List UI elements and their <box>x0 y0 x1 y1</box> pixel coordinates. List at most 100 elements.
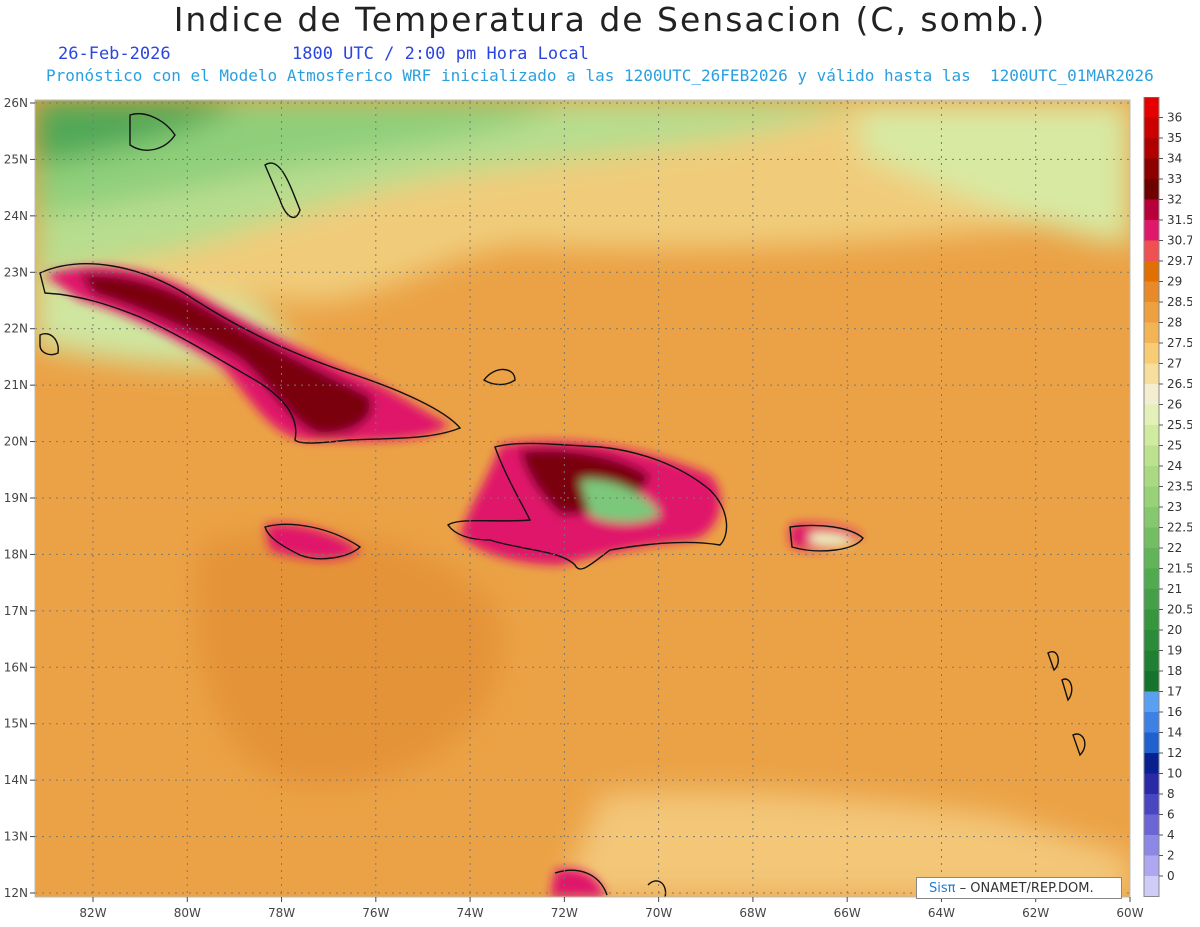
credit-box: Sisπ – ONAMET/REP.DOM. <box>916 877 1122 899</box>
lon-label: 60W <box>1116 906 1143 920</box>
legend-level-label: 33 <box>1167 172 1182 186</box>
legend-swatch <box>1144 404 1159 425</box>
legend-swatch <box>1144 302 1159 323</box>
legend-swatch <box>1144 876 1159 897</box>
legend-level-label: 32 <box>1167 193 1182 207</box>
lon-label: 70W <box>645 906 672 920</box>
lon-label: 62W <box>1022 906 1049 920</box>
legend-level-label: 8 <box>1167 787 1175 801</box>
map-title: Indice de Temperatura de Sensacion (C, s… <box>173 0 1047 39</box>
legend-level-label: 26.5 <box>1167 377 1192 391</box>
legend-level-label: 4 <box>1167 828 1175 842</box>
legend-level-label: 29.7 <box>1167 254 1192 268</box>
forecast-description: Pronóstico con el Modelo Atmosferico WRF… <box>46 66 1154 85</box>
lat-label: 19N <box>4 491 28 505</box>
legend-swatch <box>1144 794 1159 815</box>
legend-level-label: 20.5 <box>1167 603 1192 617</box>
legend-level-label: 22.5 <box>1167 521 1192 535</box>
lon-label: 72W <box>551 906 578 920</box>
legend-swatch <box>1144 773 1159 794</box>
lat-label: 14N <box>4 773 28 787</box>
lat-label: 26N <box>4 96 28 110</box>
legend-swatch <box>1144 199 1159 220</box>
forecast-time: 1800 UTC / 2:00 pm Hora Local <box>292 44 589 64</box>
legend-swatch <box>1144 855 1159 876</box>
legend-swatch <box>1144 835 1159 856</box>
lat-label: 15N <box>4 717 28 731</box>
coastlines <box>39 113 1086 897</box>
legend-level-label: 25 <box>1167 439 1182 453</box>
legend-level-label: 28 <box>1167 316 1182 330</box>
legend-level-label: 10 <box>1167 767 1182 781</box>
legend-swatch <box>1144 445 1159 466</box>
legend-swatch <box>1144 609 1159 630</box>
legend-level-label: 31.5 <box>1167 213 1192 227</box>
lon-label: 68W <box>739 906 766 920</box>
legend-swatch <box>1144 138 1159 159</box>
lon-label: 64W <box>928 906 955 920</box>
legend-level-label: 30.7 <box>1167 234 1192 248</box>
legend-level-label: 23 <box>1167 500 1182 514</box>
legend-level-label: 36 <box>1167 111 1182 125</box>
lat-label: 24N <box>4 209 28 223</box>
sispi-logo: Sisπ <box>929 881 956 896</box>
legend-swatch <box>1144 527 1159 548</box>
legend-swatch <box>1144 322 1159 343</box>
legend-swatch <box>1144 466 1159 487</box>
legend-swatch <box>1144 158 1159 179</box>
legend-swatch <box>1144 507 1159 528</box>
legend-swatch <box>1144 671 1159 692</box>
heat-index-map: 26N 25N 24N 23N 22N 21N 20N 19N 18N 17N 16N 15N 14N 1… <box>4 96 1144 920</box>
legend-level-label: 29 <box>1167 275 1182 289</box>
legend-level-label: 28.5 <box>1167 295 1192 309</box>
legend-level-label: 25.5 <box>1167 418 1192 432</box>
legend-level-label: 12 <box>1167 746 1182 760</box>
legend-swatch <box>1144 240 1159 261</box>
lat-label: 25N <box>4 152 28 166</box>
lon-label: 82W <box>79 906 106 920</box>
legend-level-label: 34 <box>1167 152 1182 166</box>
legend-level-label: 21.5 <box>1167 562 1192 576</box>
lon-label: 74W <box>457 906 484 920</box>
legend-level-label: 14 <box>1167 726 1182 740</box>
legend-level-label: 20 <box>1167 623 1182 637</box>
legend-level-label: 0 <box>1167 869 1175 883</box>
legend-level-label: 24 <box>1167 459 1182 473</box>
legend-swatch <box>1144 486 1159 507</box>
color-legend: 363534333231.530.729.72928.52827.52726.5… <box>1143 97 1192 897</box>
legend-level-label: 2 <box>1167 849 1175 863</box>
lat-label: 12N <box>4 886 28 900</box>
legend-level-label: 6 <box>1167 808 1175 822</box>
legend-swatch <box>1144 691 1159 712</box>
legend-level-label: 23.5 <box>1167 480 1192 494</box>
legend-swatch <box>1144 732 1159 753</box>
legend-swatch <box>1144 343 1159 364</box>
forecast-date: 26-Feb-2026 <box>58 44 171 64</box>
legend-swatch <box>1144 117 1159 138</box>
legend-swatch <box>1144 712 1159 733</box>
lon-label: 76W <box>362 906 389 920</box>
legend-swatch <box>1144 97 1159 118</box>
legend-level-label: 18 <box>1167 664 1182 678</box>
legend-swatch <box>1144 753 1159 774</box>
legend-swatch <box>1144 814 1159 835</box>
lat-label: 16N <box>4 660 28 674</box>
land-heat-zones <box>45 266 862 897</box>
legend-swatch <box>1144 589 1159 610</box>
legend-swatch <box>1144 425 1159 446</box>
legend-swatch <box>1144 363 1159 384</box>
lat-label: 13N <box>4 830 28 844</box>
graticule <box>35 100 1130 897</box>
credit-text: – ONAMET/REP.DOM. <box>959 881 1094 896</box>
legend-swatch <box>1144 630 1159 651</box>
lat-label: 22N <box>4 322 28 336</box>
legend-level-label: 27 <box>1167 357 1182 371</box>
legend-level-label: 35 <box>1167 131 1182 145</box>
legend-swatch <box>1144 281 1159 302</box>
lat-label: 21N <box>4 378 28 392</box>
legend-level-label: 26 <box>1167 398 1182 412</box>
lat-label: 23N <box>4 265 28 279</box>
lon-label: 78W <box>268 906 295 920</box>
legend-swatch <box>1144 548 1159 569</box>
lat-label: 18N <box>4 547 28 561</box>
